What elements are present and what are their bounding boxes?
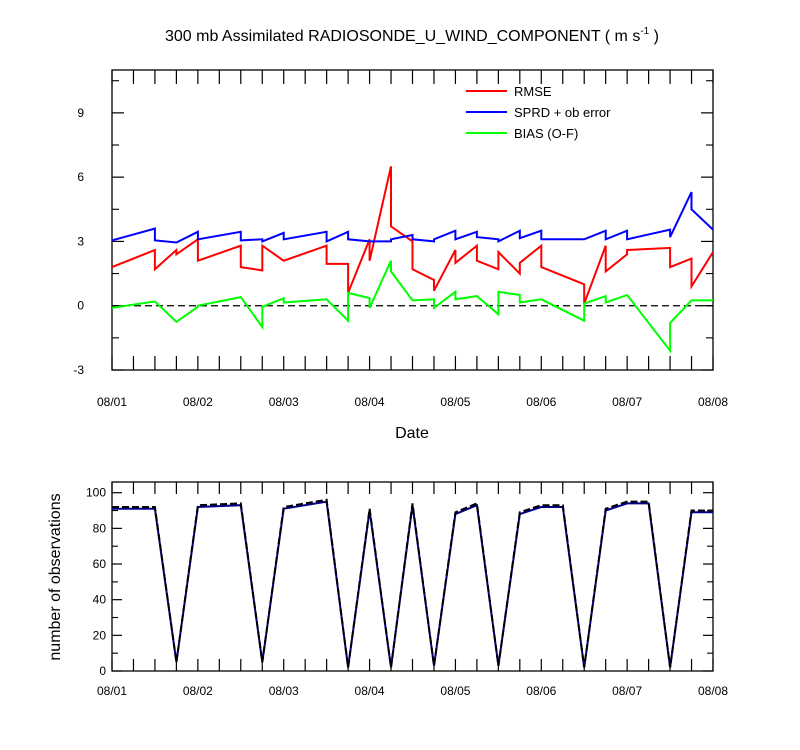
bottom-x-tick-label: 08/05 [440, 684, 470, 698]
bottom-x-tick-label: 08/07 [612, 684, 642, 698]
bottom-series-observations-used-line [112, 500, 713, 668]
top-y-tick-label: 0 [77, 299, 84, 313]
bottom-y-tick-label: 60 [93, 557, 107, 571]
top-series-sprd-ob-error-line [111, 191, 714, 244]
top-y-tick-label: 3 [77, 234, 84, 248]
bottom-x-tick-label: 08/02 [183, 684, 213, 698]
bottom-x-tick-label: 08/08 [698, 684, 728, 698]
top-x-tick-label: 08/01 [97, 395, 127, 409]
top-plot-frame [111, 69, 714, 371]
chart-title: 300 mb Assimilated RADIOSONDE_U_WIND_COM… [165, 26, 659, 45]
bottom-series-observations-possible-line [112, 498, 713, 668]
top-y-tick-label: 9 [77, 106, 84, 120]
bottom-plot-area: 0 20 40 60 80 100 08/01 08/02 08/03 08/04 08/05 08/… [86, 481, 728, 698]
top-x-tick-label: 08/02 [183, 395, 213, 409]
bottom-y-tick-label: 40 [93, 593, 107, 607]
top-x-tick-label: 08/07 [612, 395, 642, 409]
top-x-tick-label: 08/03 [269, 395, 299, 409]
top-series-bias-o-f--line [111, 260, 713, 354]
top-plot-area: -3 0 3 6 9 08/01 08/02 08/03 08/04 08/05 08/06 08/0… [73, 69, 728, 409]
top-y-tick-label: 6 [77, 170, 84, 184]
bottom-x-tick-label: 08/06 [526, 684, 556, 698]
bottom-x-tick-label: 08/04 [355, 684, 385, 698]
legend-label-rmse: RMSE [514, 84, 552, 99]
bottom-y-tick-label: 100 [86, 486, 106, 500]
bottom-y-tick-label: 0 [99, 664, 106, 678]
top-x-tick-label: 08/08 [698, 395, 728, 409]
bottom-y-tick-label: 20 [93, 628, 107, 642]
top-x-tick-label: 08/06 [526, 395, 556, 409]
top-x-tick-label: 08/04 [355, 395, 385, 409]
bottom-y-tick-label: 80 [93, 521, 107, 535]
top-y-tick-label: -3 [73, 363, 84, 377]
bottom-x-tick-label: 08/03 [269, 684, 299, 698]
top-x-tick-label: 08/05 [440, 395, 470, 409]
legend-label-bias-o-f-: BIAS (O-F) [514, 126, 578, 141]
top-series-rmse-line [111, 166, 714, 304]
legend-label-sprd-ob-error: SPRD + ob error [514, 105, 611, 120]
bottom-x-tick-label: 08/01 [97, 684, 127, 698]
top-x-axis-label: Date [395, 425, 429, 442]
bottom-y-axis-label: number of observations [47, 493, 64, 660]
